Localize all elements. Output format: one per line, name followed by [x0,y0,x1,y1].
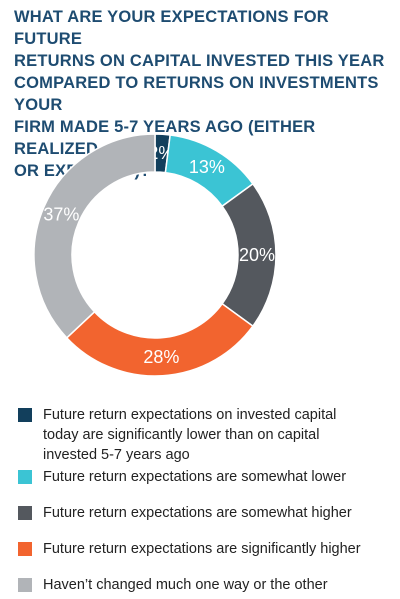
donut-chart: 2%13%20%28%37% [33,133,277,377]
legend-label: Future return expectations are somewhat … [43,469,347,485]
legend-swatch [18,408,32,422]
legend-item: Future return expectations are somewhat … [18,503,373,523]
slice-value-label: 37% [43,204,79,224]
legend-item: Future return expectations on invested c… [18,405,373,465]
legend-swatch [18,578,32,592]
legend-item: Future return expectations are somewhat … [18,467,373,487]
slice-value-label: 20% [239,245,275,265]
chart-title-line: WHAT ARE YOUR EXPECTATIONS FOR FUTURE [14,8,329,48]
legend-label: Future return expectations are somewhat … [43,505,352,521]
legend-label: Future return expectations are significa… [43,541,361,557]
slice-value-label: 13% [189,157,225,177]
chart-title-line: RETURNS ON CAPITAL INVESTED THIS YEAR [14,52,385,70]
legend-label: Future return expectations on invested c… [43,407,337,463]
slice-value-label: 28% [143,347,179,367]
donut-slice [33,133,156,339]
legend-item: Future return expectations are significa… [18,539,373,559]
legend-swatch [18,506,32,520]
legend-swatch [18,542,32,556]
legend-swatch [18,470,32,484]
chart-title-line: COMPARED TO RETURNS ON INVESTMENTS YOUR [14,74,379,114]
chart-title-line: FIRM MADE 5-7 YEARS AGO (EITHER REALIZED [14,118,316,158]
legend-label: Haven’t changed much one way or the othe… [43,577,328,593]
legend-item: Haven’t changed much one way or the othe… [18,575,373,595]
